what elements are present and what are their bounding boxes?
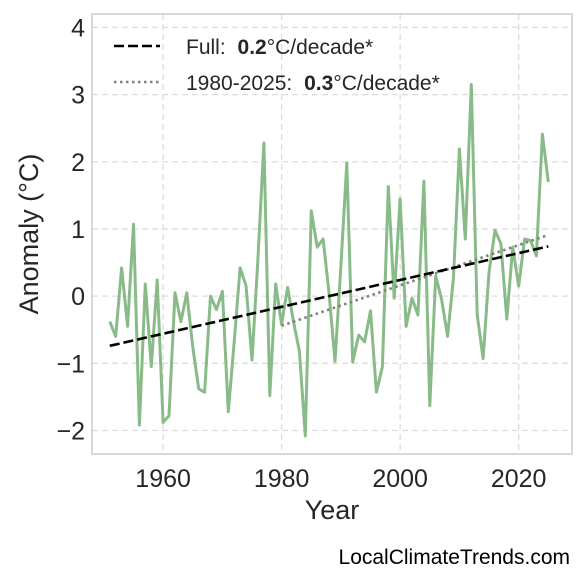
legend-full-trend-rate: 0.2 [238, 36, 267, 59]
y-tick-label: −1 [56, 350, 85, 378]
anomaly-series-line [108, 83, 550, 438]
legend-full-trend-name: Full: [186, 36, 226, 59]
y-tick-label: −2 [56, 417, 85, 445]
legend-recent-trend-rate: 0.3 [304, 72, 333, 95]
recent-trend-line [281, 233, 549, 327]
legend: Full: 0.2°C/decade* 1980-2025: 0.3°C/dec… [114, 36, 440, 95]
y-tick-label: 4 [71, 14, 85, 42]
x-tick-label: 2000 [372, 465, 428, 493]
watermark: LocalClimateTrends.com [338, 546, 570, 569]
legend-recent-trend-unit: °C/decade* [333, 72, 439, 95]
x-tick-label: 1960 [135, 465, 191, 493]
y-tick-label: 1 [71, 216, 85, 244]
legend-full-trend-label: Full: 0.2°C/decade* [186, 36, 373, 59]
full-trend-line [109, 245, 549, 348]
tick-labels: 1960 1980 2000 2020 −2 −1 0 1 2 3 4 [56, 14, 546, 493]
x-tick-label: 1980 [254, 465, 310, 493]
legend-full-trend-unit: °C/decade* [267, 36, 373, 59]
y-axis-label: Anomaly (°C) [14, 154, 44, 315]
y-tick-label: 3 [71, 82, 85, 110]
legend-recent-trend-label: 1980-2025: 0.3°C/decade* [186, 72, 440, 95]
y-tick-label: 0 [71, 283, 85, 311]
plot-frame [91, 13, 573, 455]
x-axis-label: Year [305, 495, 360, 525]
series-layer [108, 83, 550, 438]
legend-recent-trend-name: 1980-2025: [186, 72, 292, 95]
x-tick-label: 2020 [491, 465, 547, 493]
y-tick-label: 2 [71, 149, 85, 177]
